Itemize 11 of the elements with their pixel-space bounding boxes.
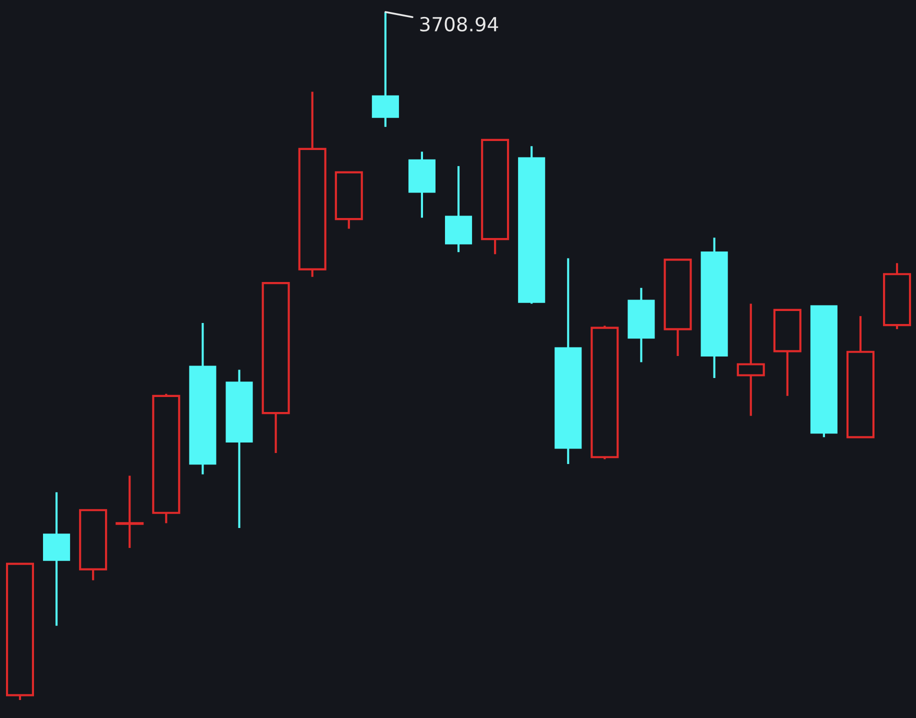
candlestick [226, 368, 253, 530]
candlestick [554, 257, 582, 466]
candlestick [189, 322, 216, 476]
candlestick [408, 150, 436, 219]
candlestick [116, 474, 144, 549]
candlestick [700, 236, 728, 380]
candlestick [372, 12, 399, 128]
candlestick [736, 302, 765, 417]
candlestick [628, 286, 655, 364]
annotation: 3708.94 [420, 16, 498, 32]
candlestick [43, 491, 70, 627]
